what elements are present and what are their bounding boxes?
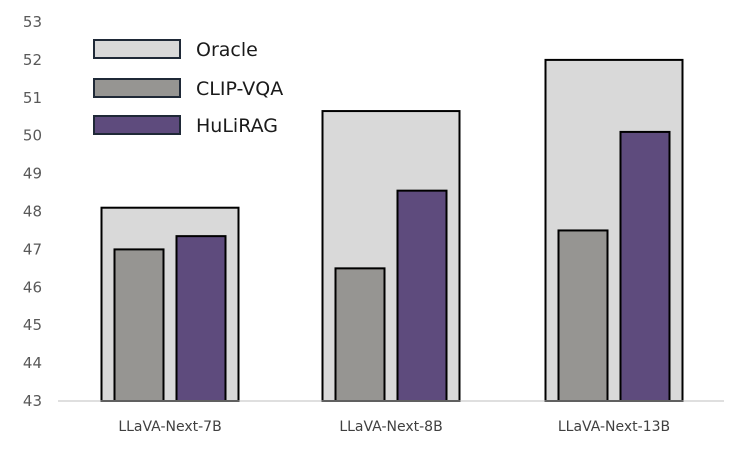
- x-tick-label: LLaVA-Next-13B: [558, 419, 670, 435]
- y-tick-label: 45: [23, 316, 42, 334]
- y-tick-label: 49: [23, 165, 42, 183]
- y-tick-label: 47: [23, 240, 42, 258]
- bars: [100, 58, 684, 403]
- legend-swatch: [93, 78, 181, 98]
- bar-hulirag: [619, 130, 671, 402]
- legend: Oracle CLIP-VQA HuLiRAG: [93, 39, 283, 137]
- x-tick-label: LLaVA-Next-8B: [339, 419, 442, 435]
- x-axis: LLaVA-Next-7B LLaVA-Next-8B LLaVA-Next-13B: [118, 419, 670, 435]
- bar-group: [321, 110, 461, 402]
- legend-item: HuLiRAG: [93, 115, 278, 137]
- bar-hulirag: [396, 189, 448, 402]
- legend-item: CLIP-VQA: [93, 78, 283, 100]
- bar-hulirag: [175, 235, 227, 402]
- bar-clip-vqa: [334, 267, 386, 402]
- y-tick-label: 48: [23, 203, 42, 221]
- y-axis: 43 44 45 46 47 48 49 50 51 52 53: [23, 13, 42, 410]
- bar-group: [544, 58, 684, 403]
- y-tick-label: 46: [23, 278, 42, 296]
- bar-clip-vqa: [113, 248, 165, 402]
- legend-label: Oracle: [196, 39, 258, 61]
- legend-item: Oracle: [93, 39, 258, 61]
- bar-group: [100, 206, 240, 402]
- x-tick-label: LLaVA-Next-7B: [118, 419, 221, 435]
- legend-label: HuLiRAG: [196, 115, 278, 137]
- legend-label: CLIP-VQA: [196, 78, 283, 100]
- y-tick-label: 51: [23, 89, 42, 107]
- bar-clip-vqa: [557, 229, 609, 402]
- y-tick-label: 53: [23, 13, 42, 31]
- y-tick-label: 44: [23, 354, 42, 372]
- legend-swatch: [93, 39, 181, 59]
- y-tick-label: 50: [23, 127, 42, 145]
- legend-swatch: [93, 115, 181, 135]
- y-tick-label: 43: [23, 392, 42, 410]
- y-tick-label: 52: [23, 51, 42, 69]
